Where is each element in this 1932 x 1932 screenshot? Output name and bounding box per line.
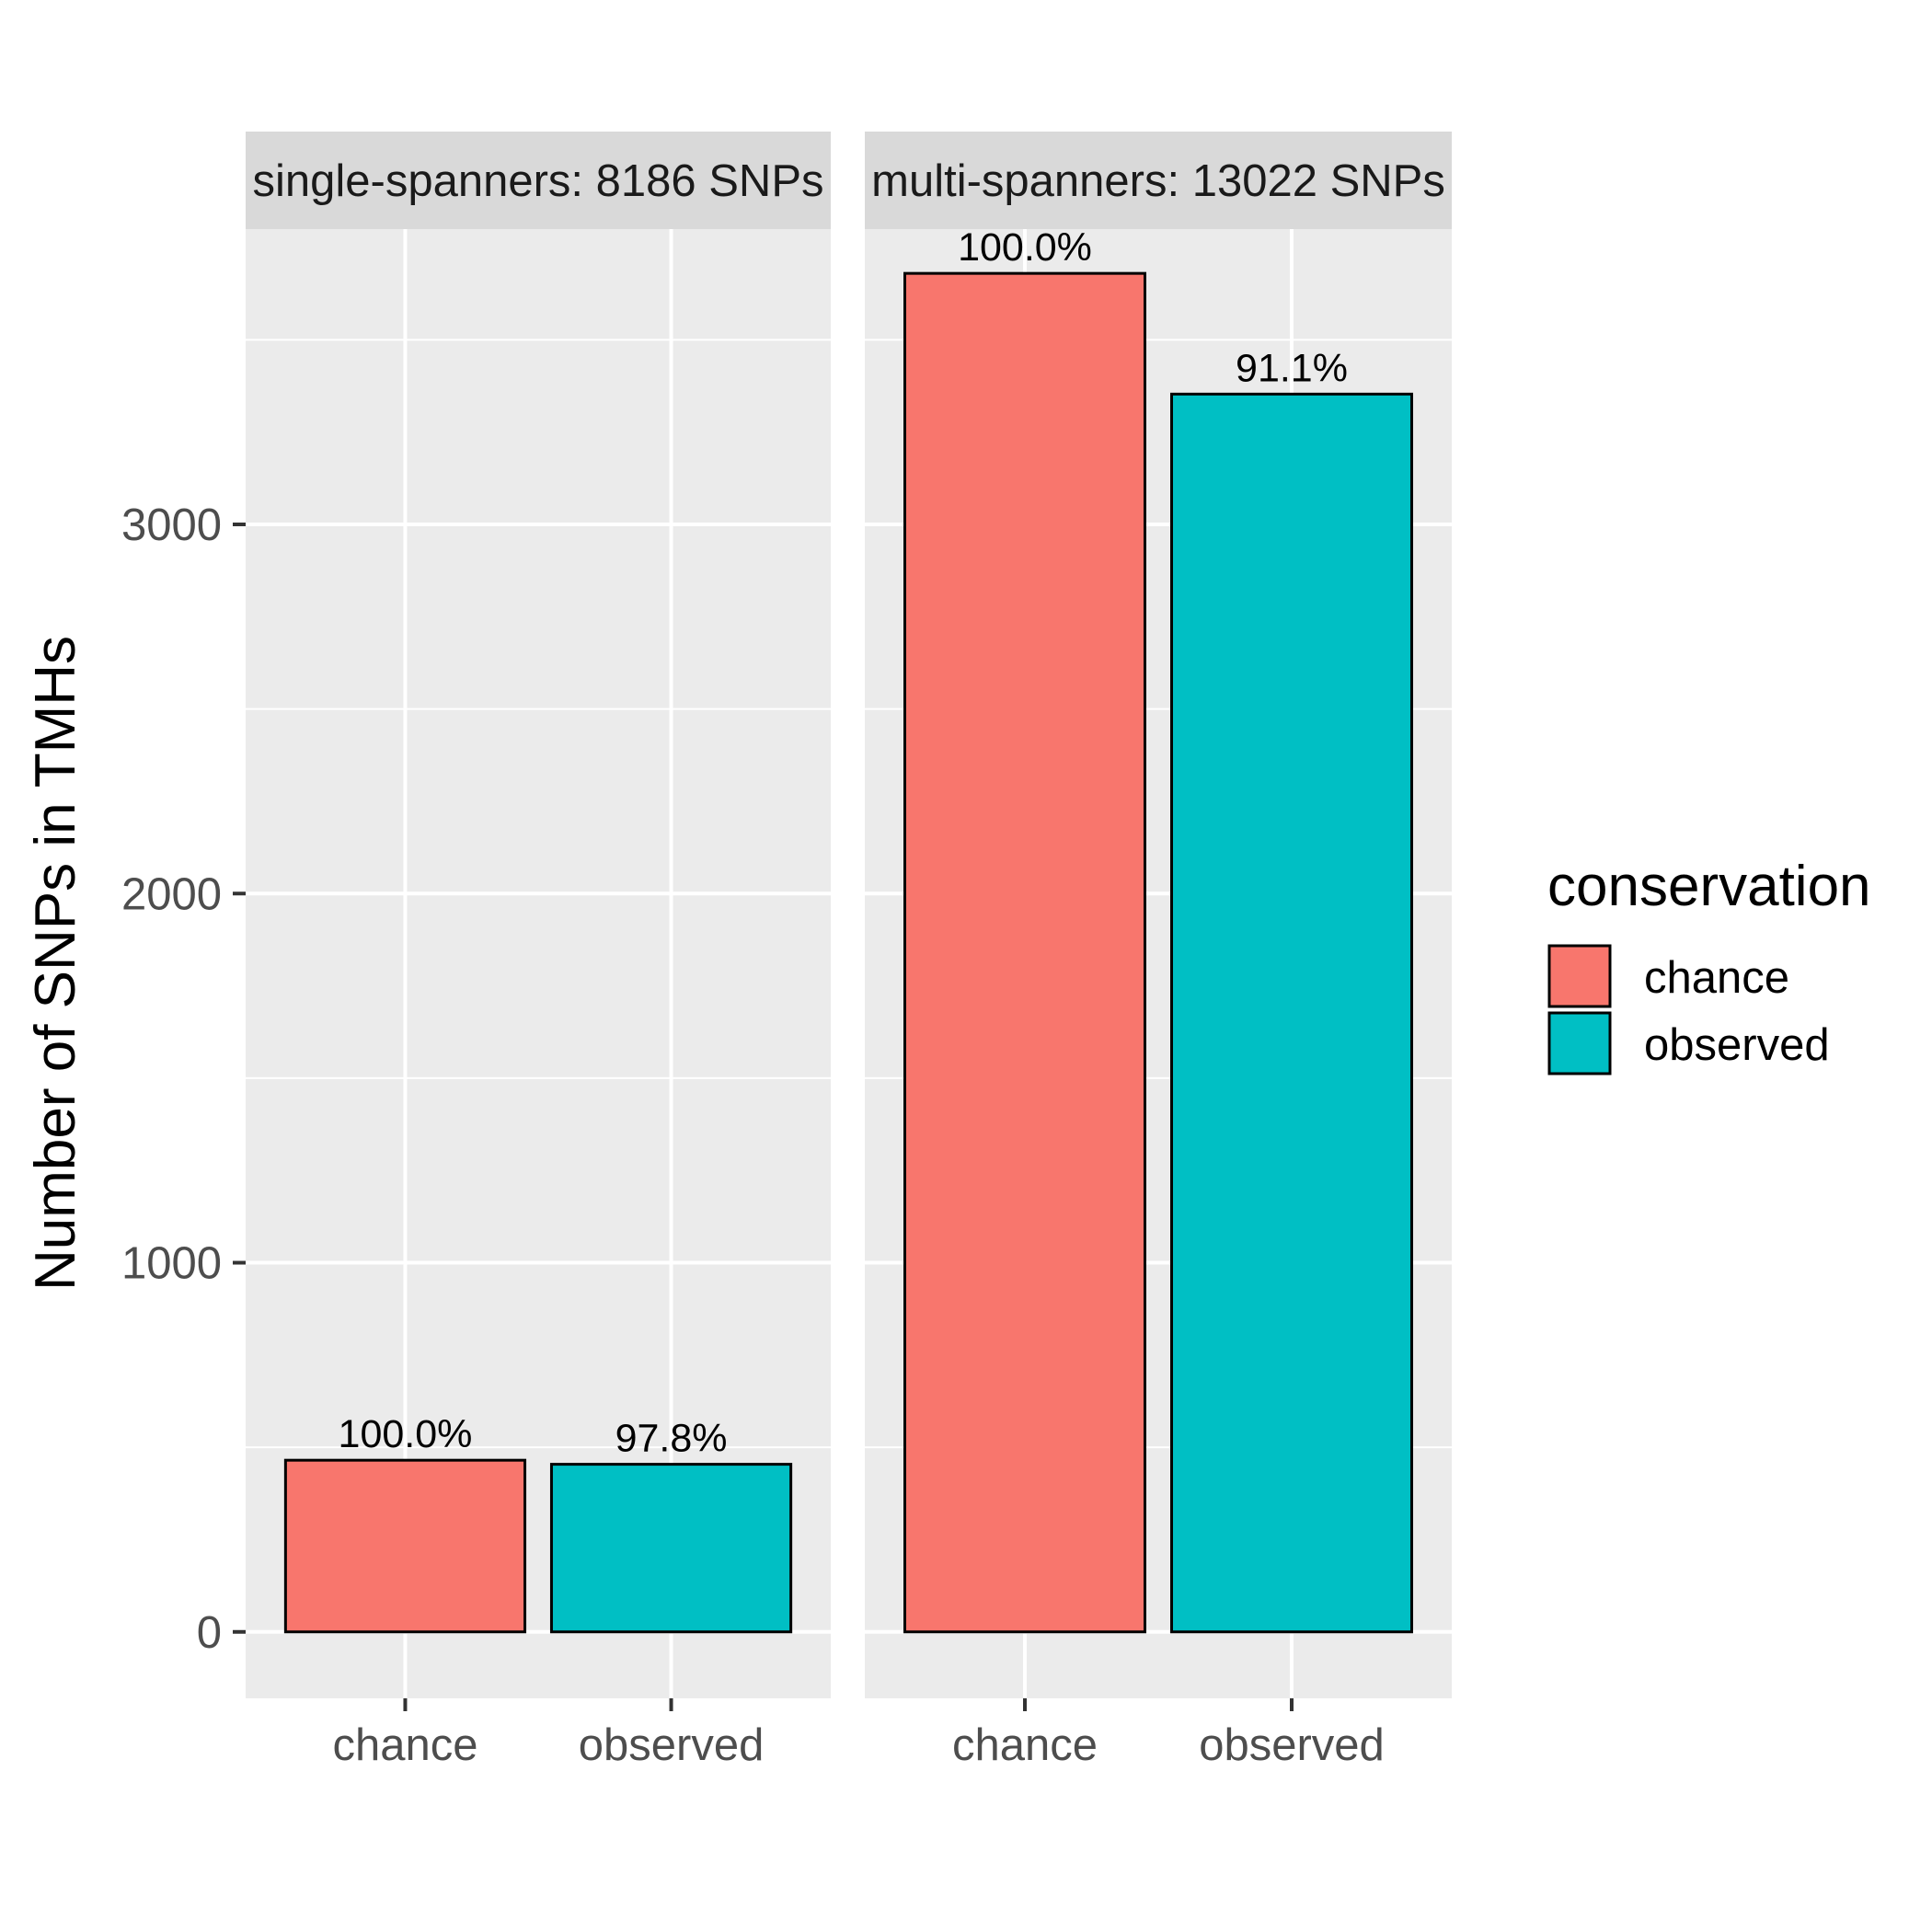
y-tick-label: 0 <box>197 1608 222 1658</box>
x-tick-label: chance <box>332 1720 477 1770</box>
y-axis: 0 1000 2000 3000 <box>121 500 246 1658</box>
y-tick-label: 1000 <box>121 1239 222 1289</box>
bar-value-label: 97.8% <box>615 1417 728 1461</box>
y-tick-label: 3000 <box>121 500 222 550</box>
x-tick-label: chance <box>952 1720 1098 1770</box>
legend-label-chance: chance <box>1644 953 1789 1003</box>
bar-observed <box>549 1463 793 1634</box>
facet-strip <box>865 132 1452 229</box>
legend: conservation chance observed <box>1547 855 1871 1075</box>
x-tick-label: observed <box>579 1720 765 1770</box>
legend-swatch-observed <box>1547 1011 1612 1075</box>
bar-chance <box>903 271 1146 1634</box>
facet-strip-label: multi-spanners: 13022 SNPs <box>871 156 1445 206</box>
facet-strip-label: single-spanners: 8186 SNPs <box>252 156 823 206</box>
bar-value-label: 100.0% <box>958 225 1092 270</box>
panel-multi-spanners: 100.0% 91.1% multi-spanners: 13022 SNPs <box>865 132 1452 1698</box>
legend-title: conservation <box>1547 855 1871 918</box>
legend-swatch-chance <box>1547 944 1612 1008</box>
y-axis-title: Number of SNPs in TMHs <box>24 636 87 1291</box>
panel-background <box>246 229 831 1698</box>
panel-single-spanners: 100.0% 97.8% single-spanners: 8186 SNPs <box>246 132 831 1698</box>
x-tick-label: observed <box>1199 1720 1385 1770</box>
bar-value-label: 91.1% <box>1236 346 1348 390</box>
bar-chance <box>283 1458 527 1634</box>
bar-value-label: 100.0% <box>339 1412 473 1456</box>
bar-observed <box>1170 392 1413 1634</box>
x-axis: chance observed chance observed <box>332 1698 1385 1770</box>
y-tick-label: 2000 <box>121 869 222 919</box>
facet-strip <box>246 132 831 229</box>
legend-label-observed: observed <box>1644 1020 1830 1070</box>
